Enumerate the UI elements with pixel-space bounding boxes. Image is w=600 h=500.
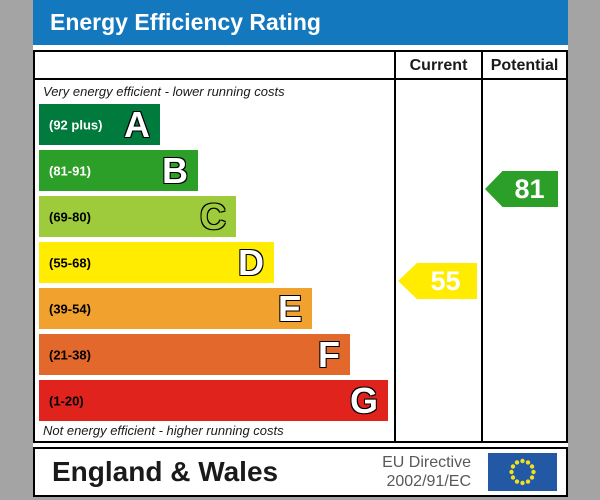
bottom-caption: Not energy efficient - higher running co… (43, 423, 284, 438)
band-letter: A (124, 103, 150, 145)
column-header-potential: Potential (490, 57, 559, 74)
column-header-current: Current (409, 57, 468, 74)
current-rating-value: 55 (430, 266, 461, 296)
band-range-label: (81-91) (49, 163, 91, 178)
column-divider-potential (481, 52, 483, 441)
band-range-label: (39-54) (49, 301, 91, 316)
band-letter: F (318, 333, 340, 375)
band-letter: D (238, 241, 264, 283)
band-g: (1-20) G (39, 380, 388, 421)
rating-table: Current Potential Very energy efficient … (33, 50, 568, 443)
current-rating-arrow: 55 (398, 263, 477, 299)
potential-rating-arrow: 81 (485, 171, 558, 207)
eu-directive-label: EU Directive 2002/91/EC (382, 453, 471, 491)
band-d: (55-68) D (39, 242, 274, 283)
eu-directive-line2: 2002/91/EC (386, 473, 471, 490)
band-range-label: (21-38) (49, 347, 91, 362)
potential-rating-value: 81 (514, 174, 545, 204)
top-caption: Very energy efficient - lower running co… (43, 84, 285, 99)
band-letter: B (162, 149, 188, 191)
band-range-label: (1-20) (49, 393, 84, 408)
chart-panel: Energy Efficiency Rating Current Potenti… (33, 0, 568, 497)
footer: England & Wales EU Directive 2002/91/EC (33, 447, 568, 497)
band-letter: G (349, 379, 378, 421)
band-range-label: (92 plus) (49, 117, 103, 132)
table-header-row: Current Potential (35, 52, 566, 80)
band-letter: C (200, 195, 226, 237)
column-divider-current (394, 52, 396, 441)
chart-title-bar: Energy Efficiency Rating (33, 0, 568, 45)
band-f: (21-38) F (39, 334, 350, 375)
band-letter: E (277, 287, 302, 329)
band-range-label: (69-80) (49, 209, 91, 224)
band-b: (81-91) B (39, 150, 198, 191)
band-range-label: (55-68) (49, 255, 91, 270)
band-a: (92 plus) A (39, 104, 160, 145)
eu-directive-line1: EU Directive (382, 453, 471, 471)
region-label: England & Wales (52, 456, 279, 487)
chart-title: Energy Efficiency Rating (50, 9, 321, 35)
eu-flag-icon (488, 453, 557, 491)
band-c: (69-80) C (39, 196, 236, 237)
band-e: (39-54) E (39, 288, 312, 329)
